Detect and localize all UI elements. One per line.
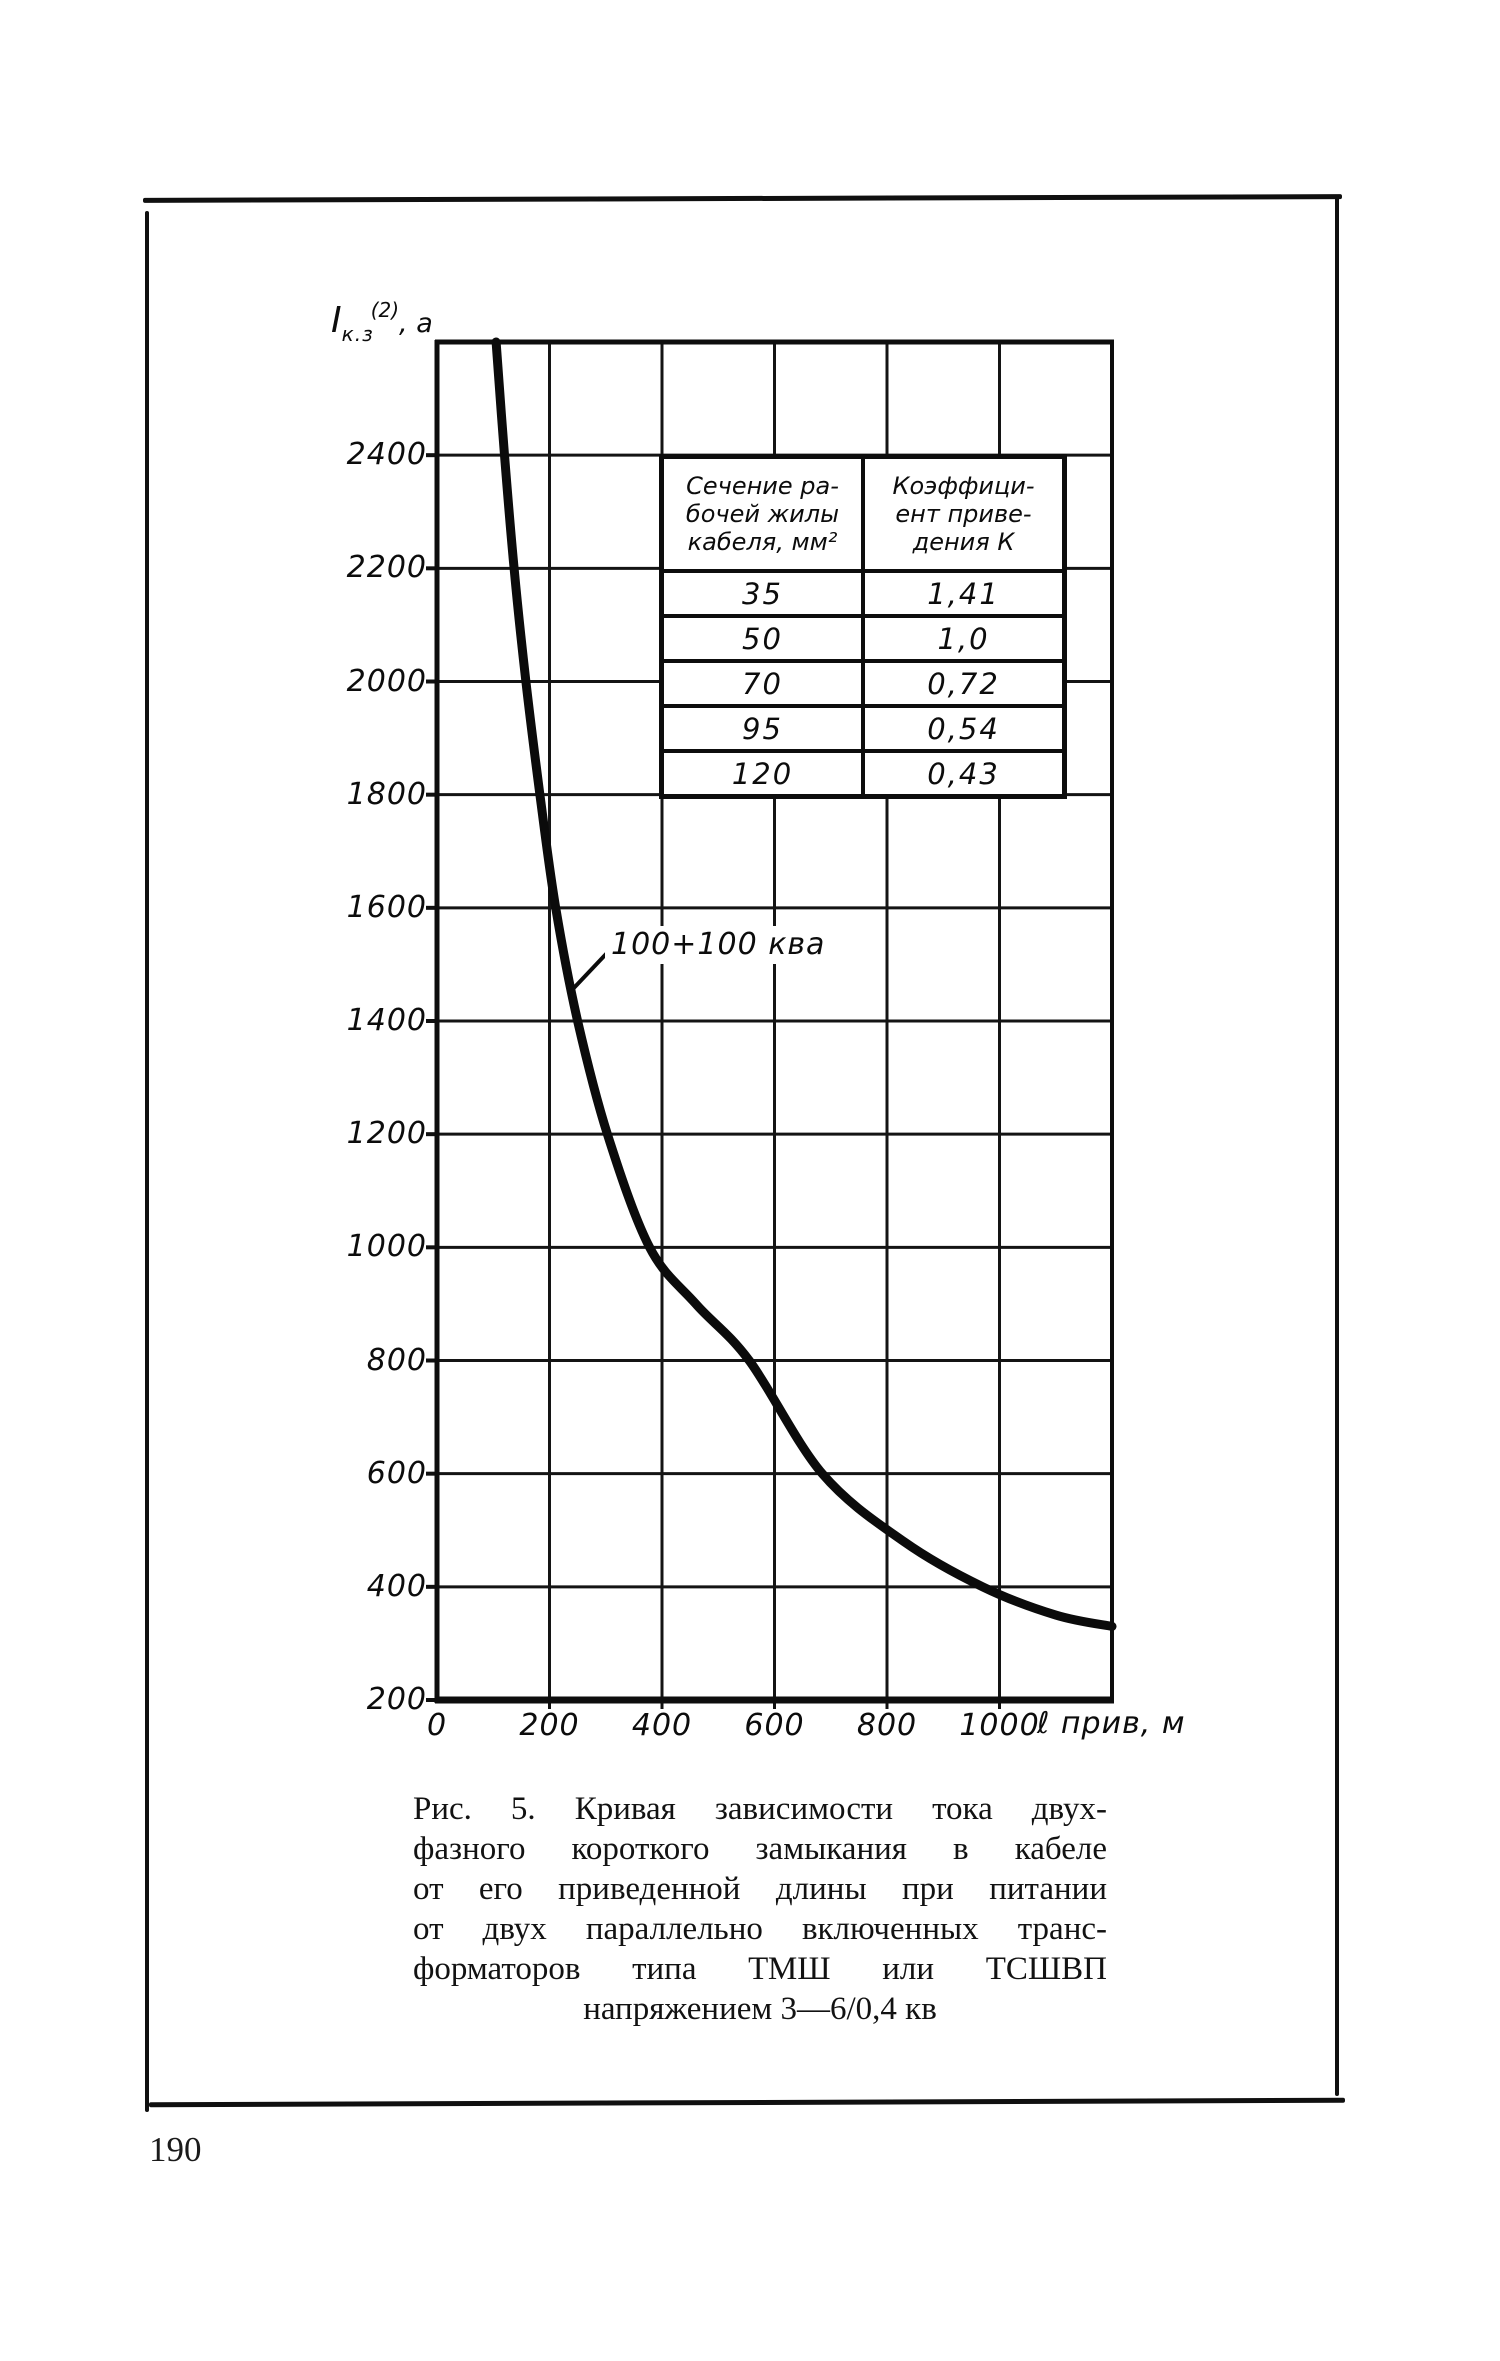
caption-line-6: напряжением 3—6/0,4 кв [583,1991,937,2027]
y-axis-label: Iк.з(2), а [331,298,433,346]
y-tick-label-1000: 1000 [346,1229,427,1265]
coefficient-table-row: 95 0,54 [659,704,1067,753]
coefficient-table-row: 120 0,43 [659,749,1067,799]
figure-caption: Рис. 5. Кривая зависимости тока двух-фаз… [413,1789,1107,2029]
coefficient-table-header-cell-0: Сечение ра-бочей жилы кабеля, мм² [659,454,865,573]
y-tick-label-1200: 1200 [346,1116,427,1152]
y-tick-label-1400: 1400 [346,1003,427,1038]
x-axis-label: ℓ прив, м [1037,1706,1186,1741]
y-axis-label-subscript: к.з [341,322,374,346]
y-tick-label-600: 600 [366,1455,427,1491]
page-frame-left-line [145,211,149,2112]
x-tick-label-0: 0 [426,1708,448,1743]
y-tick-label-1800: 1800 [346,776,427,812]
x-tick-label-1000: 1000 [959,1708,1040,1743]
page-frame-right-line [1335,197,1339,2096]
x-tick-label-800: 800 [856,1708,918,1743]
y-tick-label-800: 800 [366,1342,427,1378]
y-axis-label-superscript: (2) [370,298,400,322]
coefficient-table-header-row: Сечение ра-бочей жилы кабеля, мм² Коэффици… [659,454,1067,573]
coefficient-table-cell: 1,41 [861,569,1067,618]
coefficient-table-header-cell-1: Коэффици-ент приве-дения К [861,454,1067,573]
coefficient-table-cell: 120 [659,749,865,799]
coefficient-table-cell: 35 [659,569,865,618]
coefficient-table-cell: 0,72 [861,659,1067,708]
coefficient-table-row: 35 1,41 [659,569,1067,618]
caption-line-5: форматоров типа ТМШ или ТСШВП [413,1951,1107,1987]
y-axis-label-symbol: I [331,300,342,341]
short-circuit-current-curve [491,337,1117,1631]
x-tick-label-600: 600 [744,1708,805,1743]
coefficient-table-cell: 0,54 [861,704,1067,753]
x-tick-label-200: 200 [519,1708,580,1743]
coefficient-table-row: 50 1,0 [659,614,1067,663]
caption-line-2: фазного короткого замыкания в кабеле [413,1831,1107,1867]
y-axis-label-unit: , а [399,308,433,339]
coefficient-table-cell: 50 [659,614,865,663]
caption-line-3: от его приведенной длины при питании [413,1871,1107,1907]
coefficient-table-cell: 1,0 [861,614,1067,663]
curve-annotation-label: 100+100 ква [605,926,832,964]
coefficient-table: Сечение ра-бочей жилы кабеля, мм² Коэффици… [659,454,1067,799]
y-tick-label-2200: 2200 [346,550,427,586]
curve-annotation-leader-line [569,951,609,993]
y-tick-label-200: 200 [366,1682,427,1717]
caption-line-1: Рис. 5. Кривая зависимости тока двух- [413,1791,1107,1827]
y-tick-label-2000: 2000 [346,663,427,699]
y-tick-label-2400: 2400 [346,437,427,473]
y-tick-label-1600: 1600 [346,889,427,925]
coefficient-table-cell: 70 [659,659,865,708]
coefficient-table-row: 70 0,72 [659,659,1067,708]
page-number: 190 [149,2130,202,2169]
x-tick-label-400: 400 [631,1708,693,1743]
coefficient-table-cell: 0,43 [861,749,1067,799]
coefficient-table-body: 35 1,41 50 1,0 70 0,72 95 0,54 120 0,43 [659,569,1067,799]
coefficient-table-cell: 95 [659,704,865,753]
y-tick-label-400: 400 [366,1568,427,1604]
caption-line-4: от двух параллельно включенных транс- [413,1911,1107,1947]
